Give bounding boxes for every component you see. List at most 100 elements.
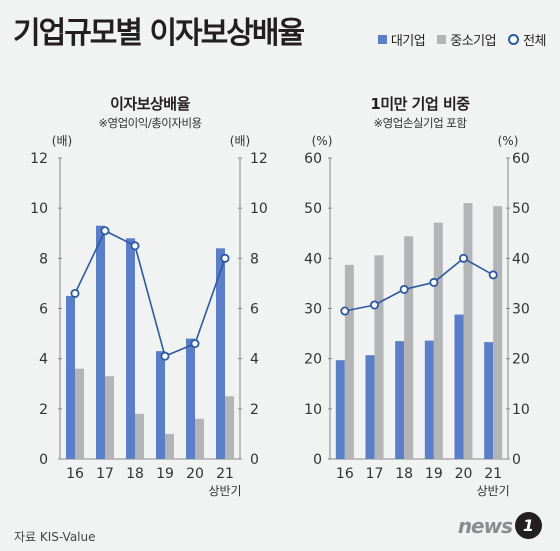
chart2-xtick: 19 bbox=[425, 466, 443, 482]
chart1-bar-large bbox=[126, 238, 135, 459]
chart1-ytick-right: 10 bbox=[250, 201, 268, 217]
legend-item-total: 전체 bbox=[508, 30, 546, 49]
chart1-ytick-left: 8 bbox=[39, 251, 48, 267]
legend-label-large: 대기업 bbox=[390, 34, 426, 49]
chart1-point-total bbox=[70, 288, 80, 298]
chart1-bar-sme bbox=[105, 376, 114, 459]
chart2-unit-left: (%) bbox=[312, 134, 333, 148]
chart2-bar-sme bbox=[493, 206, 503, 459]
chart2-point-total bbox=[429, 277, 439, 287]
chart1-unit-left: (배) bbox=[52, 134, 72, 148]
chart2-xtick: 18 bbox=[395, 466, 413, 482]
chart1-xtick: 20 bbox=[186, 466, 204, 482]
chart2-xtick: 20 bbox=[455, 466, 473, 482]
chart1-bar-sme bbox=[195, 418, 204, 459]
chart2-bar-large bbox=[454, 314, 464, 459]
chart2-bar-sme bbox=[433, 222, 443, 459]
chart1-ytick-right: 12 bbox=[250, 151, 268, 167]
legend-marker-total bbox=[508, 34, 520, 45]
chart1-ytick-left: 12 bbox=[30, 151, 48, 167]
legend-item-large: 대기업 bbox=[377, 30, 426, 49]
chart2-bar-sme bbox=[463, 203, 473, 459]
chart2-ytick-left: 30 bbox=[304, 302, 322, 318]
chart2-title: 1미만 기업 비중 bbox=[370, 95, 470, 113]
chart1-bar-large bbox=[216, 248, 225, 459]
chart2-bar-large bbox=[424, 340, 434, 459]
chart2-bar-large bbox=[335, 360, 345, 459]
legend: 대기업 중소기업 전체 bbox=[377, 30, 546, 49]
chart2-ytick-left: 10 bbox=[304, 402, 322, 418]
chart2-xtick: 21 bbox=[484, 466, 502, 482]
logo-badge: 1 bbox=[515, 512, 542, 539]
chart1-ytick-left: 2 bbox=[39, 402, 48, 418]
chart2-ytick-right: 30 bbox=[512, 302, 530, 318]
chart1-ytick-right: 8 bbox=[250, 251, 259, 267]
chart2-group: (%) (%) 0 0 10 10 20 20 30 30 40 40 50 50 60 60 16 17 18 19… bbox=[304, 134, 530, 498]
legend-label-total: 전체 bbox=[523, 34, 546, 49]
chart2-ytick-right: 0 bbox=[512, 452, 521, 468]
chart2-point-total bbox=[369, 300, 379, 310]
chart2-ytick-right: 20 bbox=[512, 352, 530, 368]
chart1-ytick-right: 4 bbox=[250, 352, 259, 368]
chart2-ytick-left: 50 bbox=[304, 201, 322, 217]
chart2-ytick-left: 40 bbox=[304, 251, 322, 267]
chart1-ytick-right: 0 bbox=[250, 452, 259, 468]
chart2-ytick-right: 50 bbox=[512, 201, 530, 217]
chart2-subtitle: ※영업손실기업 포함 bbox=[373, 116, 467, 130]
chart1-group: (배) (배) 0 0 2 2 4 4 6 6 8 8 10 10 12 12 16 17 18 19 20 21 상반기 bbox=[30, 134, 268, 498]
chart1-bar-large bbox=[96, 225, 105, 459]
chart1-point-total bbox=[160, 351, 170, 361]
chart2-bar-large bbox=[484, 342, 494, 459]
chart2-ytick-right: 40 bbox=[512, 251, 530, 267]
chart1-point-total bbox=[190, 339, 200, 349]
chart2-xtick: 16 bbox=[336, 466, 354, 482]
chart2-ytick-left: 20 bbox=[304, 352, 322, 368]
chart1-ytick-left: 10 bbox=[30, 201, 48, 217]
chart1-ytick-right: 2 bbox=[250, 402, 259, 418]
chart1-ytick-left: 6 bbox=[39, 302, 48, 318]
chart1-xtick-note: 상반기 bbox=[208, 484, 241, 498]
chart1-xtick: 18 bbox=[126, 466, 144, 482]
chart1-xtick: 19 bbox=[156, 466, 174, 482]
chart1-xtick: 21 bbox=[216, 466, 234, 482]
chart1-point-total bbox=[130, 241, 140, 251]
chart2-bar-large bbox=[365, 355, 375, 459]
legend-swatch-sme bbox=[437, 35, 447, 44]
chart1-bar-sme bbox=[225, 396, 234, 459]
chart2-point-total bbox=[399, 284, 409, 294]
chart1-point-total bbox=[220, 253, 230, 263]
chart1-subtitle: ※영업이익/총이자비용 bbox=[98, 116, 202, 130]
chart1-unit-right: (배) bbox=[230, 134, 250, 148]
chart2-ytick-left: 0 bbox=[313, 452, 322, 468]
chart2-bar-sme bbox=[374, 255, 384, 459]
chart2-xtick-note: 상반기 bbox=[477, 484, 510, 498]
chart2-line-total bbox=[344, 257, 494, 312]
chart1-ytick-right: 6 bbox=[250, 302, 259, 318]
chart1-bar-sme bbox=[135, 413, 144, 459]
chart1-title: 이자보상배율 bbox=[110, 95, 190, 113]
chart1-bar-sme bbox=[75, 368, 84, 459]
chart2-ytick-right: 10 bbox=[512, 402, 530, 418]
chart1-line-total bbox=[74, 229, 226, 358]
chart2-point-total bbox=[340, 306, 350, 316]
chart2-ytick-right: 60 bbox=[512, 151, 530, 167]
chart1-ytick-left: 0 bbox=[39, 452, 48, 468]
logo-word: news bbox=[457, 513, 513, 538]
chart1-bar-large bbox=[186, 338, 195, 459]
legend-swatch-large bbox=[377, 35, 387, 44]
chart1-xtick: 17 bbox=[96, 466, 114, 482]
legend-item-sme: 중소기업 bbox=[437, 30, 497, 49]
news1-logo: news 1 bbox=[458, 512, 542, 539]
chart2-ytick-left: 60 bbox=[304, 151, 322, 167]
chart1-point-total bbox=[100, 226, 110, 236]
chart2-xtick: 17 bbox=[366, 466, 384, 482]
chart1-bar-large bbox=[66, 295, 75, 459]
chart2-bar-sme bbox=[344, 264, 354, 459]
chart1-bar-sme bbox=[165, 433, 174, 459]
page-title: 기업규모별 이자보상배율 bbox=[13, 16, 305, 51]
chart2-bar-large bbox=[395, 341, 405, 459]
chart2-bar-sme bbox=[404, 236, 414, 459]
chart1-bar-large bbox=[156, 351, 165, 459]
chart2-point-total bbox=[488, 270, 498, 280]
